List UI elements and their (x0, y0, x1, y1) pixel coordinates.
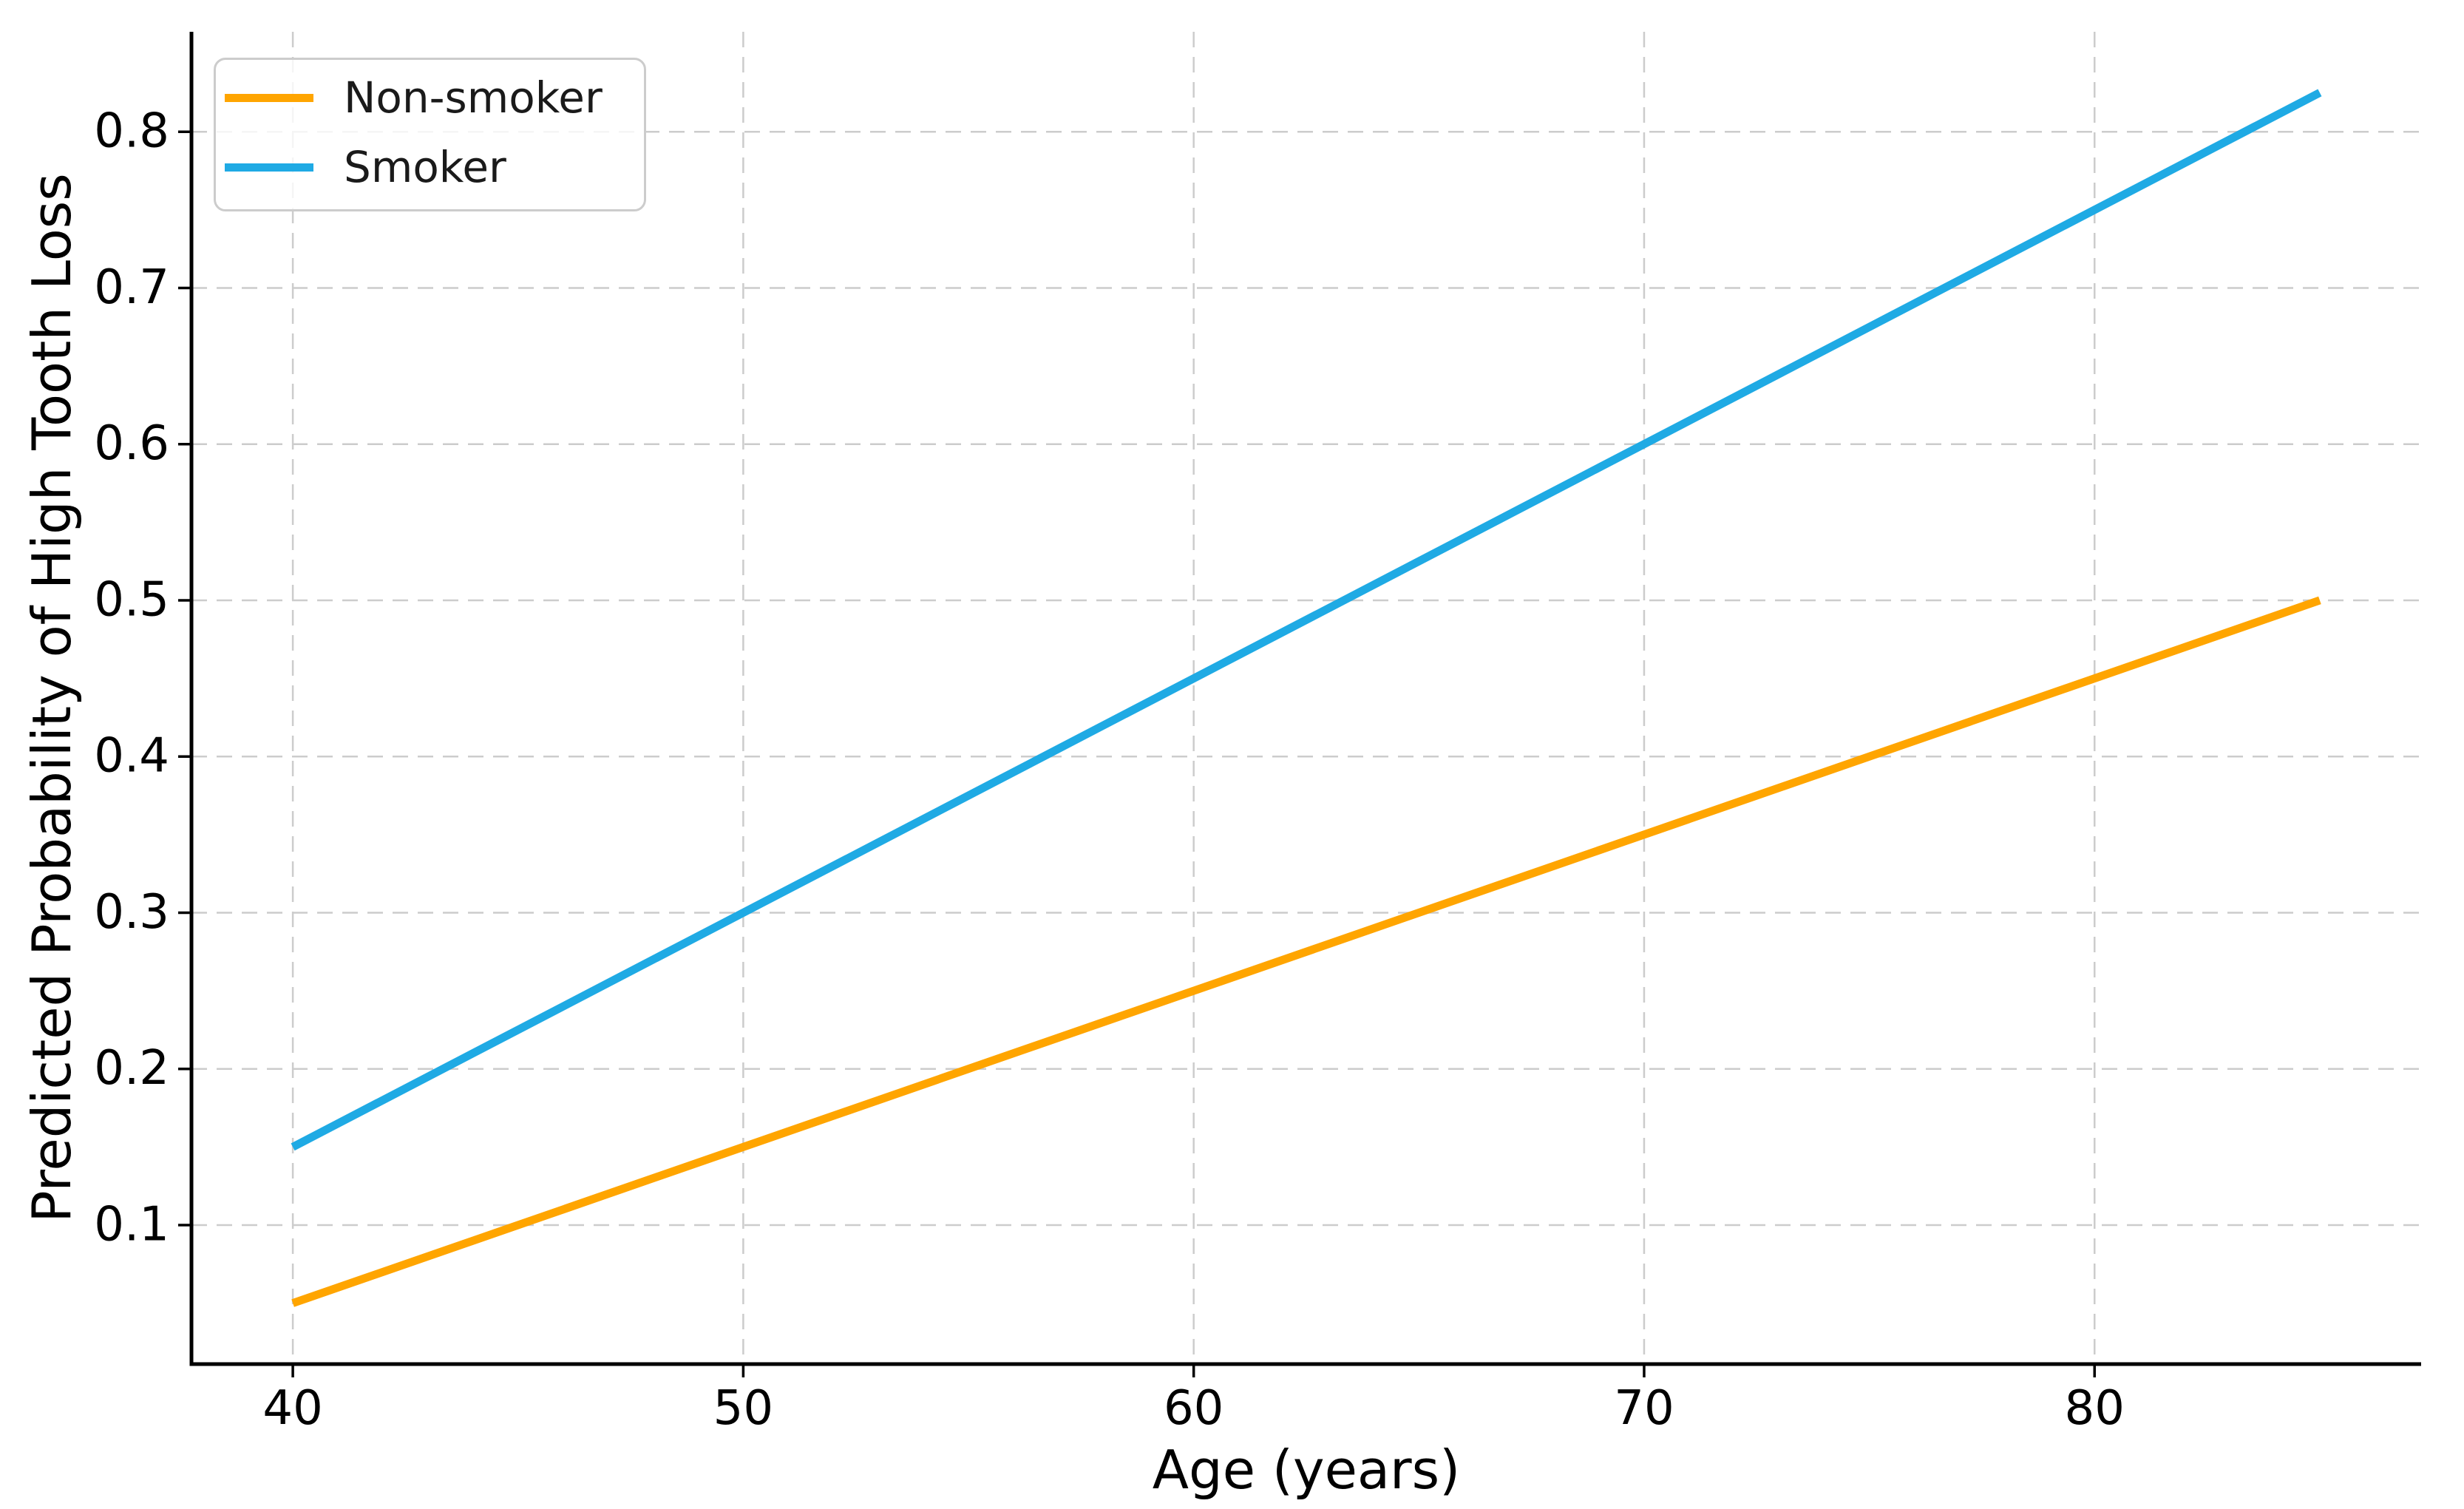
y-tick-label: 0.5 (94, 572, 169, 627)
y-tick-label: 0.1 (94, 1197, 169, 1252)
legend-label-smoker: Smoker (344, 142, 506, 192)
x-tick-label: 50 (713, 1381, 773, 1436)
series-line-smoker (291, 89, 2322, 1151)
non-smoker-line-swatch (225, 93, 313, 102)
y-tick-label: 0.2 (94, 1041, 169, 1096)
x-axis-label: Age (years) (1153, 1439, 1460, 1501)
y-tick-label: 0.7 (94, 260, 169, 315)
y-tick-label: 0.3 (94, 885, 169, 940)
y-tick-label: 0.8 (94, 104, 169, 159)
y-axis-label: Predicted Probability of High Tooth Loss (21, 173, 83, 1223)
axes-layer (178, 32, 2421, 1377)
x-tick-label: 40 (262, 1381, 322, 1436)
series-line-non-smoker (291, 596, 2321, 1307)
series-layer (291, 89, 2322, 1307)
tick-label-layer: 40 50 60 70 80 0.1 0.2 0.3 0.4 0.5 0.6 0.7 0.8 (94, 104, 2125, 1436)
x-tick-label: 60 (1164, 1381, 1223, 1436)
y-tick-label: 0.4 (94, 729, 169, 784)
x-tick-label: 80 (2065, 1381, 2125, 1436)
legend-item-smoker: Smoker (225, 132, 603, 202)
legend-label-non-smoker: Non-smoker (344, 72, 603, 123)
x-tick-label: 70 (1614, 1381, 1674, 1436)
grid-layer (191, 32, 2421, 1364)
legend: Non-smoker Smoker (214, 58, 646, 211)
legend-item-non-smoker: Non-smoker (225, 63, 603, 132)
y-tick-label: 0.6 (94, 416, 169, 471)
smoker-line-swatch (225, 163, 313, 172)
